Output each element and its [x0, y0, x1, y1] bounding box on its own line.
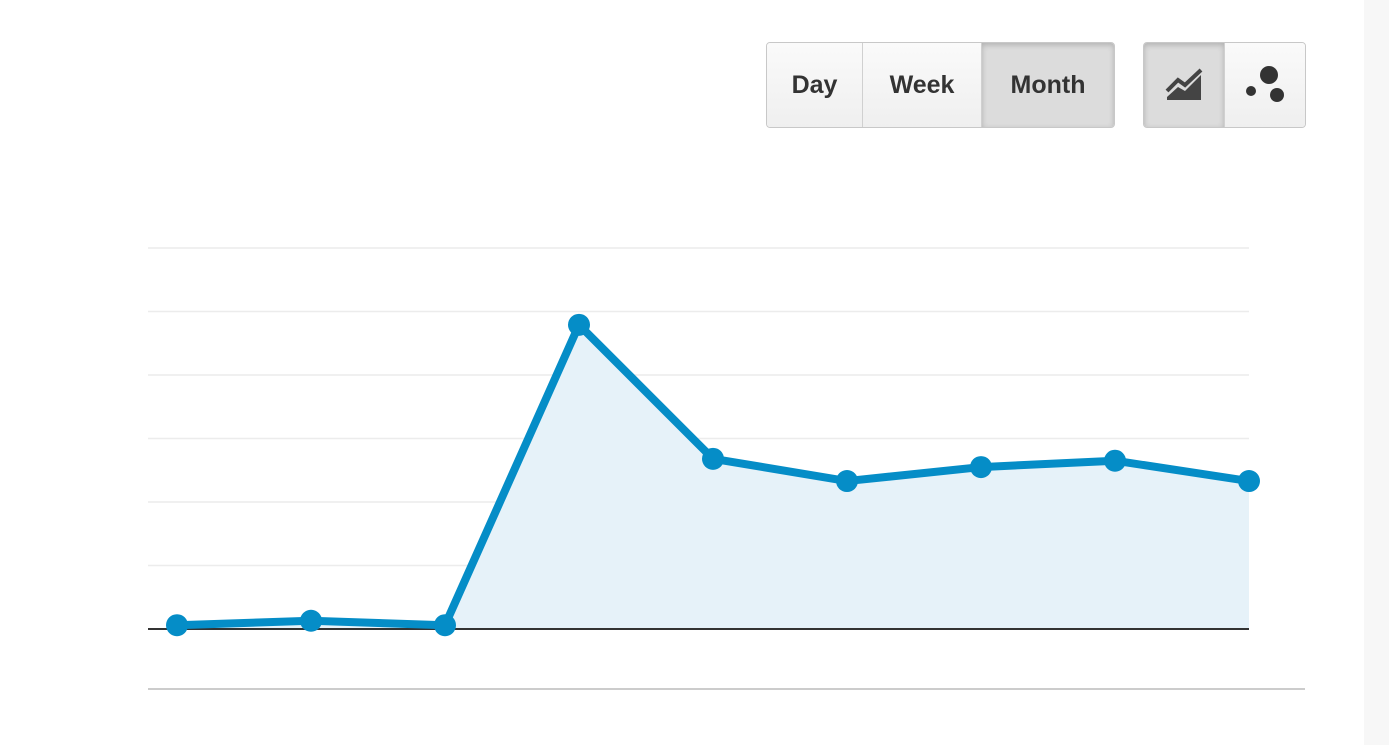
view-selector [1143, 42, 1306, 128]
side-panel [1364, 0, 1389, 745]
point [1238, 470, 1260, 493]
scatter-icon [1246, 66, 1284, 102]
period-selector: Day Week Month [766, 42, 1115, 128]
period-button[interactable]: Week [863, 43, 982, 127]
point [300, 609, 322, 632]
line-view-button[interactable] [1144, 43, 1225, 127]
point [434, 614, 456, 637]
line-icon [1165, 68, 1203, 100]
point [1104, 449, 1126, 472]
period-button[interactable]: Day [767, 43, 863, 127]
point [166, 614, 188, 637]
point [702, 447, 724, 470]
area [177, 324, 1249, 629]
period-button[interactable]: Month [982, 43, 1114, 127]
scatter-view-button[interactable] [1225, 43, 1305, 127]
point [970, 456, 992, 479]
point [568, 313, 590, 336]
point [836, 470, 858, 493]
